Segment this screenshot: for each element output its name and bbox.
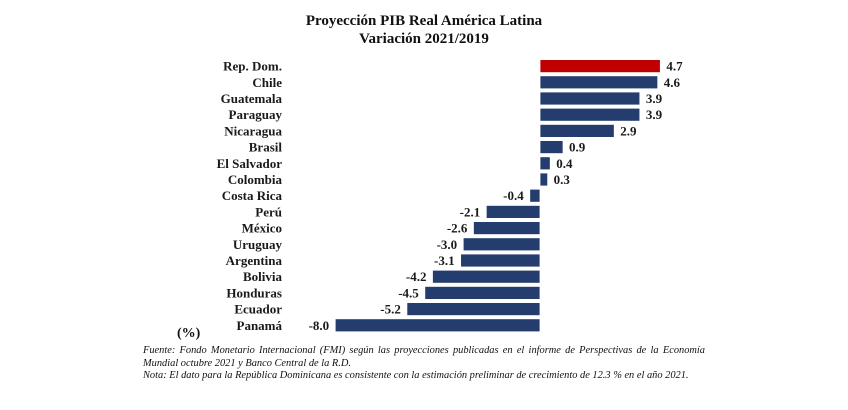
value-label: 4.7 xyxy=(666,59,683,74)
chart-subtitle: Variación 2021/2019 xyxy=(359,31,489,47)
category-label: Perú xyxy=(255,204,282,219)
value-label: -8.0 xyxy=(309,318,330,333)
category-label: Panamá xyxy=(237,318,283,333)
value-label: -0.4 xyxy=(503,188,524,203)
category-label: Honduras xyxy=(226,285,282,300)
value-label: -3.0 xyxy=(437,237,458,252)
bar-perú xyxy=(485,204,541,219)
bar-rep-dom xyxy=(539,59,661,73)
value-label: 3.9 xyxy=(646,91,663,106)
chart-title: Proyección PIB Real América Latina xyxy=(305,13,543,29)
value-label: 2.9 xyxy=(620,123,637,138)
value-label: -4.2 xyxy=(406,269,427,284)
bar-colombia xyxy=(539,172,549,187)
value-label: -3.1 xyxy=(434,253,455,268)
bar-panamá xyxy=(334,318,541,333)
value-label: 0.9 xyxy=(569,140,586,155)
unit-label: (%) xyxy=(177,326,201,341)
value-label: 4.6 xyxy=(664,75,681,90)
category-label: Brasil xyxy=(249,140,283,155)
value-label: -2.1 xyxy=(460,204,481,219)
category-label: Colombia xyxy=(228,172,283,187)
source-footnote: Fuente: Fondo Monetario Internacional (F… xyxy=(143,345,705,369)
category-label: Paraguay xyxy=(229,107,283,122)
value-label: -2.6 xyxy=(447,221,468,236)
category-label: El Salvador xyxy=(217,156,283,171)
category-label: Costa Rica xyxy=(222,188,283,203)
bar-honduras xyxy=(424,285,541,300)
bar-chart: Rep. Dom. 4.7 Chile 4.6 Guatemala 3.9 Paraguay… xyxy=(217,59,683,333)
value-label: -4.5 xyxy=(398,285,419,300)
category-label: Bolivia xyxy=(243,269,283,284)
bar-brasil xyxy=(539,140,564,155)
category-label: Argentina xyxy=(226,253,283,268)
bar-paraguay xyxy=(539,107,641,122)
category-label: Guatemala xyxy=(221,91,283,106)
value-label: -5.2 xyxy=(380,302,401,317)
category-label: México xyxy=(242,221,282,236)
value-label: 3.9 xyxy=(646,107,663,122)
bar-costa-rica xyxy=(529,188,541,203)
bar-guatemala xyxy=(539,91,641,106)
note-footnote: Nota: El dato para la República Dominica… xyxy=(143,370,689,381)
bar-ecuador xyxy=(406,302,541,317)
category-label: Ecuador xyxy=(234,302,282,317)
bar-méxico xyxy=(473,221,541,236)
value-label: 0.3 xyxy=(554,172,571,187)
bar-uruguay xyxy=(462,237,541,252)
category-label: Nicaragua xyxy=(224,123,282,138)
bar-el-salvador xyxy=(539,156,551,171)
bar-nicaragua xyxy=(539,124,615,138)
category-label: Uruguay xyxy=(233,237,283,252)
value-label: 0.4 xyxy=(556,156,573,171)
bar-bolivia xyxy=(432,269,541,284)
category-label: Rep. Dom. xyxy=(223,59,282,74)
bar-chile xyxy=(539,75,659,90)
bar-argentina xyxy=(460,253,541,268)
category-label: Chile xyxy=(252,75,282,90)
